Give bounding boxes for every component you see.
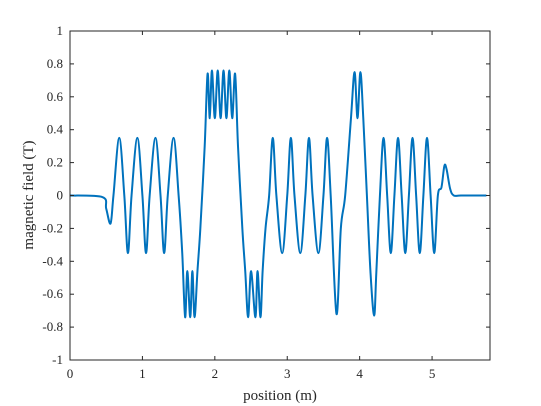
x-axis-ticks: 0 1 2 3 4 5 bbox=[67, 31, 436, 381]
x-tick-label: 1 bbox=[139, 366, 146, 381]
y-tick-label: 0.8 bbox=[47, 56, 63, 71]
series-line bbox=[69, 69, 487, 319]
y-tick-label: -0.6 bbox=[42, 286, 63, 301]
y-tick-label: 0.2 bbox=[47, 155, 63, 170]
y-axis-label: magnetic field (T) bbox=[21, 140, 37, 249]
y-tick-label: 0.4 bbox=[47, 122, 64, 137]
y-tick-label: -1 bbox=[52, 352, 63, 367]
x-tick-label: 2 bbox=[212, 366, 219, 381]
y-tick-label: -0.4 bbox=[42, 253, 63, 268]
x-tick-label: 5 bbox=[429, 366, 436, 381]
series-layer bbox=[69, 69, 487, 319]
y-tick-label: 0 bbox=[57, 188, 64, 203]
x-tick-label: 3 bbox=[284, 366, 291, 381]
x-tick-label: 0 bbox=[67, 366, 74, 381]
x-axis-label: position (m) bbox=[243, 388, 317, 404]
y-tick-label: -0.8 bbox=[42, 319, 63, 334]
y-tick-label: -0.2 bbox=[42, 220, 63, 235]
y-tick-label: 0.6 bbox=[47, 89, 64, 104]
x-tick-label: 4 bbox=[356, 366, 363, 381]
y-tick-label: 1 bbox=[57, 23, 64, 38]
plot-background bbox=[70, 31, 490, 360]
y-axis-ticks: -1 -0.8 -0.6 -0.4 -0.2 0 0.2 0.4 0.6 0.8 1 bbox=[42, 23, 490, 367]
